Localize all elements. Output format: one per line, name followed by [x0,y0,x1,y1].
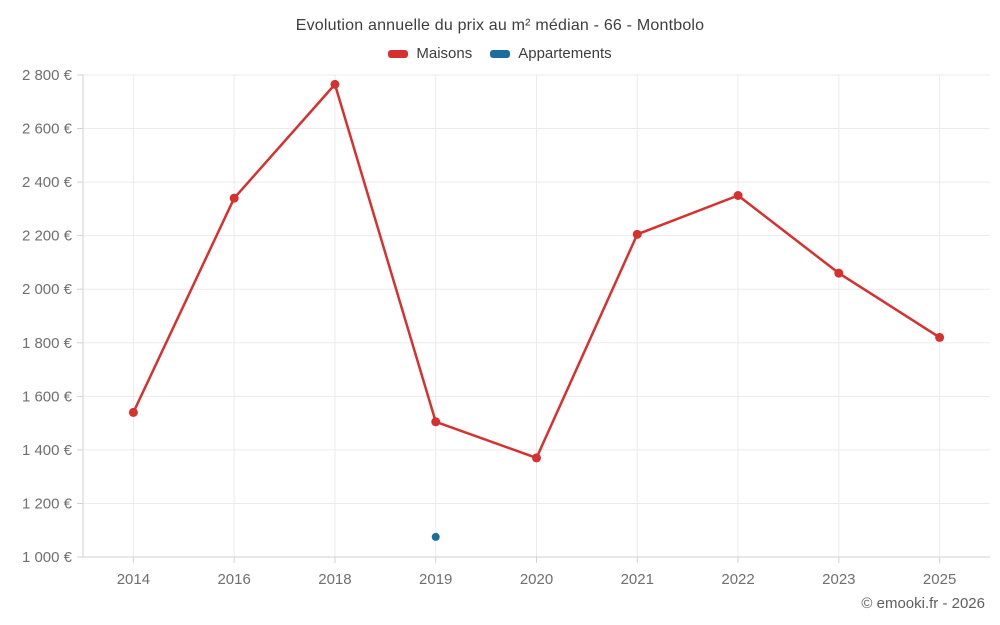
legend-swatch-appartements [490,49,511,58]
data-point-appartements-2019[interactable] [431,532,440,541]
data-point-maisons-2022[interactable] [733,191,743,200]
legend-label: Maisons [416,45,473,62]
x-axis-label: 2023 [822,571,855,588]
y-axis-label: 2 600 € [22,121,73,138]
legend-item-appartements[interactable]: Appartements [490,45,612,62]
data-point-maisons-2019[interactable] [431,417,441,427]
x-axis-label: 2016 [217,571,250,588]
x-axis-label: 2022 [721,571,754,588]
legend-item-maisons[interactable]: Maisons [388,45,472,62]
data-point-maisons-2014[interactable] [128,407,138,417]
y-axis-label: 2 800 € [22,67,73,84]
data-point-maisons-2018[interactable] [330,79,340,89]
chart-legend: Maisons Appartements [0,45,1000,62]
x-axis-label: 2019 [419,571,452,588]
y-axis-label: 1 600 € [22,388,73,405]
data-point-maisons-2020[interactable] [532,453,541,463]
data-point-maisons-2023[interactable] [834,268,844,278]
chart-title: Evolution annuelle du prix au m² médian … [295,17,705,34]
data-point-maisons-2016[interactable] [229,193,239,203]
y-axis-label: 1 400 € [22,442,73,459]
data-point-maisons-2025[interactable] [935,332,945,342]
footer-credit: © emooki.fr - 2026 [861,595,985,612]
y-axis-label: 2 000 € [22,281,73,298]
x-axis-label: 2025 [923,571,956,588]
data-point-maisons-2021[interactable] [632,229,642,239]
x-axis-label: 2020 [520,571,553,588]
legend-swatch-maisons [388,49,409,58]
legend-label: Appartements [518,45,612,62]
x-axis-label: 2021 [621,571,654,588]
y-axis-label: 1 200 € [22,495,73,512]
y-axis-label: 1 800 € [22,335,73,352]
y-axis-label: 2 200 € [22,228,73,245]
y-axis-label: 1 000 € [22,549,73,566]
x-axis-label: 2018 [318,571,351,588]
x-axis-label: 2014 [117,571,150,588]
y-axis-label: 2 400 € [22,174,73,191]
